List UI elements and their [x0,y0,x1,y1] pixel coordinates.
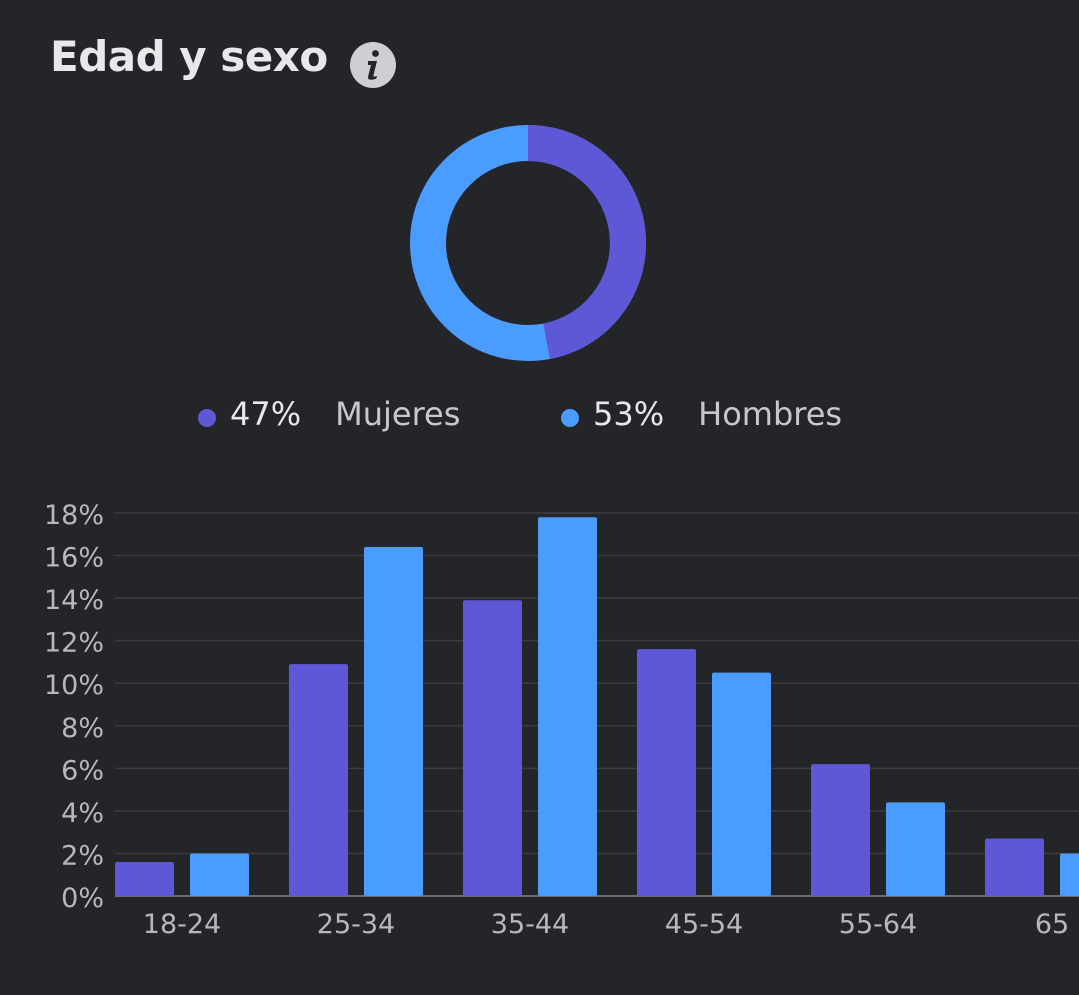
legend-label-women: Mujeres [335,395,461,433]
x-tick-label: 35-44 [491,909,569,940]
y-tick-label: 18% [44,500,104,531]
legend-label-men: Hombres [698,395,843,433]
x-tick-label: 25-34 [317,909,395,940]
bar-men-65[interactable] [1060,853,1079,896]
bar-men-35-44[interactable] [538,517,597,896]
bar-women-18-24[interactable] [115,861,174,896]
x-tick-label: 18-24 [143,909,221,940]
legend-value-men: 53% [593,395,665,433]
bar-women-35-44[interactable] [463,600,522,896]
x-tick-label: 65 [1035,909,1069,940]
donut-segment-women [410,125,646,361]
y-tick-label: 16% [44,543,104,574]
x-tick-label: 55-64 [839,909,917,940]
y-tick-label: 2% [61,840,104,871]
legend-item-women: 47% Mujeres [198,395,460,433]
y-tick-label: 14% [44,585,104,616]
bar-men-45-54[interactable] [712,672,771,896]
y-tick-label: 12% [44,628,104,659]
bar-women-25-34[interactable] [289,664,348,896]
x-tick-label: 45-54 [665,909,743,940]
legend-item-men: 53% Hombres [561,395,842,433]
y-tick-label: 8% [61,713,104,744]
gender-legend: 47% Mujeres 53% Hombres [0,395,1079,445]
y-tick-label: 6% [61,755,104,786]
y-tick-label: 0% [61,883,104,914]
age-bar-chart: 0% 2% 4% 6% 8% 10% 12% 14% 16% 18% 18-24 25-34 35-44… [44,500,1079,940]
legend-value-women: 47% [230,395,302,433]
y-tick-label: 4% [61,798,104,829]
info-icon[interactable] [349,41,397,89]
legend-dot-women [198,409,216,427]
section-title: Edad y sexo [50,32,328,81]
gender-donut-chart [410,125,646,361]
legend-dot-men [561,409,579,427]
bar-women-45-54[interactable] [637,649,696,896]
bar-women-55-64[interactable] [811,764,870,896]
bar-men-18-24[interactable] [190,853,249,896]
bar-men-55-64[interactable] [886,802,945,896]
bar-women-65[interactable] [985,838,1044,896]
y-tick-label: 10% [44,670,104,701]
bar-men-25-34[interactable] [364,547,423,896]
